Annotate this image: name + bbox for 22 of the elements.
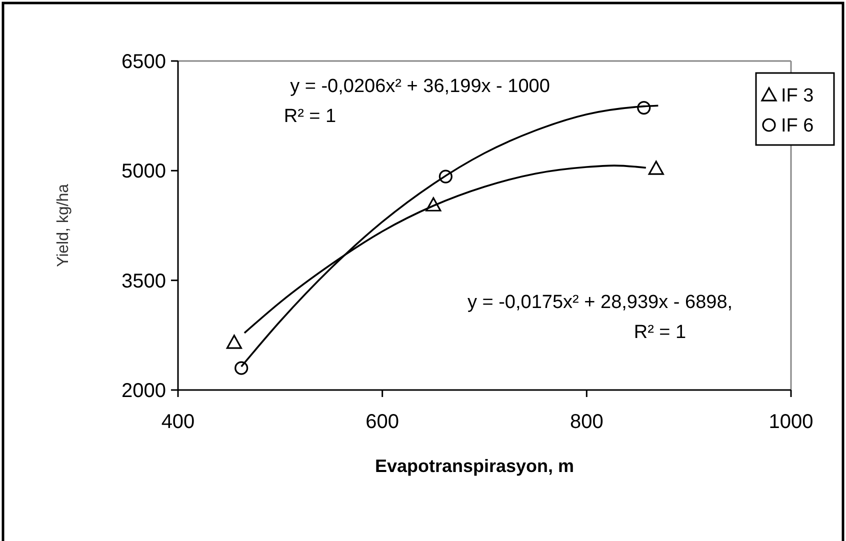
x-tick-label: 600	[366, 411, 400, 433]
legend-label: IF 6	[781, 116, 814, 137]
y-axis-title: Yield, kg/ha	[55, 184, 72, 268]
x-tick-label: 400	[161, 411, 195, 433]
annotation: y = -0,0206x² + 36,199x - 1000	[290, 76, 550, 97]
point	[648, 160, 664, 175]
point	[637, 100, 651, 115]
point	[234, 361, 248, 375]
annotation: y = -0,0175x² + 28,939x - 6898,	[467, 292, 733, 313]
point	[226, 334, 242, 349]
annotation: R² = 1	[634, 322, 686, 343]
point	[438, 170, 452, 184]
x-axis-title: Evapotranspirasyon, m	[374, 456, 574, 476]
y-tick-label: 6500	[122, 51, 166, 73]
x-tick-label: 1000	[768, 411, 814, 433]
legend-label: IF 3	[781, 86, 814, 107]
y-tick-label: 3500	[122, 270, 166, 292]
point	[426, 197, 442, 212]
annotation: R² = 1	[284, 106, 336, 127]
x-tick-label: 800	[570, 411, 604, 433]
y-tick-label: 5000	[122, 160, 166, 183]
y-tick-label: 2000	[122, 380, 166, 402]
